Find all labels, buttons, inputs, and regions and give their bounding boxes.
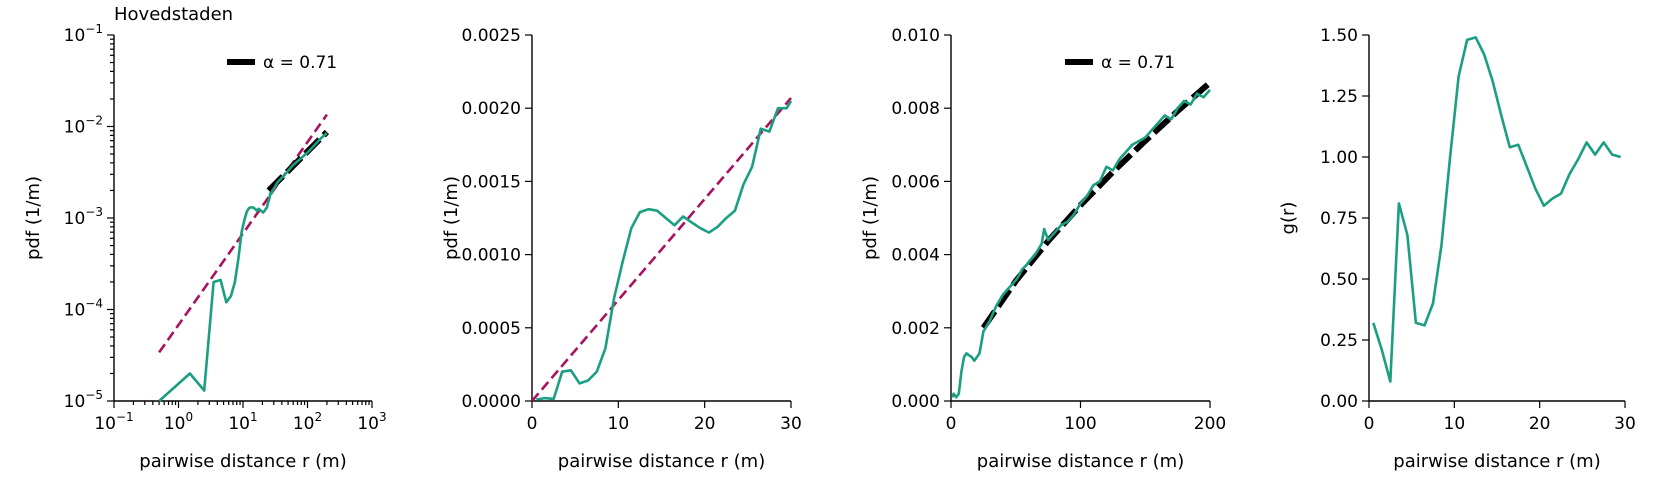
y-tick-label: 0.50 [1320, 270, 1358, 290]
y-tick-label: 0.0000 [462, 392, 521, 412]
y-tick-label: 0.25 [1320, 331, 1358, 351]
x-tick-label: 101 [228, 410, 257, 434]
y-axis-label: pdf (1/m) [860, 176, 881, 260]
y-axis-label: pdf (1/m) [23, 176, 44, 260]
y-tick-label: 1.25 [1320, 87, 1358, 107]
y-tick-label: 0.0025 [462, 26, 521, 46]
y-tick-label: 10−5 [64, 388, 103, 412]
chart-title: Hovedstaden [114, 4, 233, 25]
y-tick-label: 1.50 [1320, 26, 1358, 46]
panel-2: 0 10 20 30 0.0000 0.0005 0.0010 0.0015 0.0020 0.0… [441, 26, 802, 472]
legend-label: α = 0.71 [1101, 53, 1175, 73]
x-axis-label: pairwise distance r (m) [558, 451, 765, 472]
x-tick-label: 0 [1364, 414, 1375, 434]
x-tick-label: 10−1 [94, 410, 133, 434]
x-tick-label: 102 [293, 410, 322, 434]
x-tick-label: 100 [1064, 414, 1096, 434]
y-tick-label: 10−1 [64, 22, 103, 46]
series-fit-line [532, 97, 792, 402]
y-tick-label: 10−2 [64, 114, 103, 138]
series-data-line [1372, 36, 1622, 383]
y-tick-label: 0.0010 [462, 246, 521, 266]
y-tick-label: 0.002 [891, 319, 940, 339]
y-tick-label: 0.0005 [462, 319, 521, 339]
y-tick-label: 1.00 [1320, 148, 1358, 168]
x-tick-label: 0 [946, 414, 957, 434]
y-tick-label: 10−4 [64, 297, 103, 321]
panel-4: 0 10 20 30 0.00 0.25 0.50 0.75 1.00 1.25 1.50 pairw… [1278, 26, 1636, 472]
legend-label: α = 0.71 [263, 53, 337, 73]
y-tick-label: 0.006 [891, 172, 940, 192]
x-tick-label: 20 [694, 414, 716, 434]
y-tick-label: 0.75 [1320, 209, 1358, 229]
x-tick-label: 0 [527, 414, 538, 434]
y-axis-label: pdf (1/m) [441, 176, 462, 260]
panel-1: 10−1 100 101 102 103 10−5 10−4 10−3 10−2 10−1 pair… [23, 4, 387, 472]
panel-3: 0 100 200 0.000 0.002 0.004 0.006 0.008 0.010 pai… [860, 26, 1226, 472]
series-data-line [536, 100, 793, 401]
x-tick-label: 20 [1529, 414, 1551, 434]
y-tick-label: 0.000 [891, 392, 940, 412]
y-axis-label: g(r) [1278, 202, 1299, 235]
y-tick-label: 0.0020 [462, 99, 521, 119]
y-tick-label: 0.004 [891, 246, 940, 266]
x-tick-label: 103 [357, 410, 386, 434]
y-tick-label: 0.00 [1320, 392, 1358, 412]
y-tick-label: 0.008 [891, 99, 940, 119]
x-axis-label: pairwise distance r (m) [1393, 451, 1600, 472]
x-tick-label: 30 [1614, 414, 1636, 434]
y-tick-label: 0.0015 [462, 172, 521, 192]
y-tick-label: 10−3 [64, 205, 103, 229]
x-tick-label: 100 [164, 410, 193, 434]
x-axis-label: pairwise distance r (m) [139, 451, 346, 472]
x-axis-label: pairwise distance r (m) [977, 451, 1184, 472]
series-fit-line [158, 113, 328, 354]
series-data-line [951, 89, 1211, 399]
x-tick-label: 200 [1194, 414, 1226, 434]
x-tick-label: 10 [608, 414, 630, 434]
x-tick-label: 30 [780, 414, 802, 434]
series-alpha-line [980, 80, 1212, 330]
x-tick-label: 10 [1444, 414, 1466, 434]
y-tick-label: 0.010 [891, 26, 940, 46]
series-data-line [158, 132, 328, 402]
